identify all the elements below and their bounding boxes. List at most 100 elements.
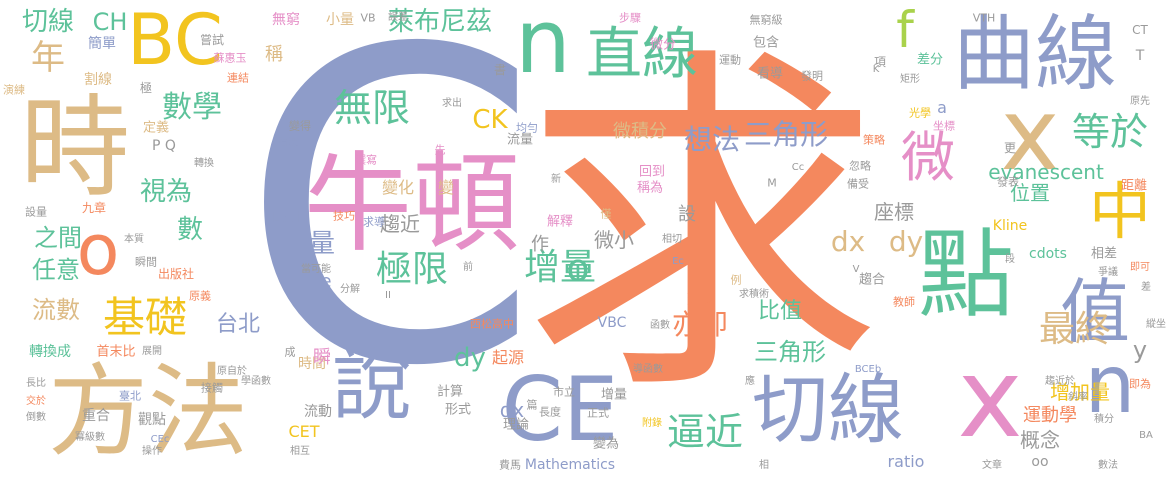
cloud-word: n	[1084, 338, 1136, 431]
cloud-word: 逼近	[666, 410, 744, 454]
cloud-word: 分解	[340, 284, 360, 295]
cloud-word: dy	[888, 225, 924, 258]
cloud-word: 牛頓	[303, 142, 521, 267]
cloud-word: 光學	[909, 106, 931, 120]
cloud-word: 之間	[34, 224, 82, 252]
cloud-word: f	[896, 1, 914, 59]
cloud-word: y	[1132, 336, 1148, 364]
cloud-word: 位置	[1010, 181, 1050, 205]
cloud-word: 基礎	[102, 293, 188, 342]
cloud-word: 稱	[265, 44, 283, 65]
cloud-word: 求出	[442, 98, 462, 109]
cloud-word: 中	[1088, 175, 1152, 248]
cloud-word: 更	[1003, 141, 1017, 155]
cloud-word: 相	[759, 460, 769, 471]
cloud-word: 想法	[683, 123, 741, 156]
cloud-word: 縱坐	[1146, 319, 1166, 330]
cloud-word: 瞬間	[135, 255, 157, 269]
cloud-word: P Q	[152, 138, 176, 154]
cloud-word: e	[320, 271, 332, 292]
cloud-word: 轉換成	[29, 344, 71, 360]
cloud-word: II	[385, 290, 391, 301]
cloud-word: 微小	[594, 228, 634, 252]
cloud-word: 極限	[375, 249, 449, 290]
cloud-word: 微分	[649, 37, 677, 53]
cloud-word: 即為	[1129, 377, 1151, 391]
cloud-word: 最終	[1038, 309, 1112, 350]
cloud-word: 流數	[32, 296, 80, 324]
cloud-word: VTH	[972, 11, 996, 25]
cloud-word: 包含	[752, 35, 780, 51]
cloud-word: 斜率	[1068, 392, 1088, 403]
cloud-word: 量	[308, 229, 336, 259]
cloud-word: CH	[92, 8, 128, 36]
cloud-word: 三角形	[743, 118, 829, 151]
cloud-word: 操作	[142, 446, 162, 457]
cloud-word: 發明	[801, 69, 823, 83]
cloud-word: 函數	[650, 320, 670, 331]
cloud-word: BCEb	[854, 364, 882, 375]
cloud-word: VBC	[597, 315, 627, 331]
cloud-word: BA	[1139, 430, 1153, 441]
cloud-word: x	[1000, 76, 1060, 193]
cloud-word: 三角形	[754, 338, 826, 366]
cloud-word: 曲線	[952, 7, 1118, 102]
cloud-word: 步驟	[619, 11, 641, 25]
cloud-word: 任意	[32, 256, 80, 284]
cloud-word: 例	[730, 273, 742, 287]
cloud-word: 正式	[587, 406, 609, 420]
cloud-word: 起源	[491, 348, 525, 367]
cloud-word: 備受	[847, 177, 869, 191]
cloud-word: 相互	[290, 446, 310, 457]
cloud-word: 坐標	[933, 119, 955, 133]
cloud-word: 附錄	[642, 418, 662, 429]
cloud-word: 原先	[1130, 96, 1150, 107]
cloud-word: 切線	[21, 7, 75, 37]
cloud-word: 變為	[592, 436, 620, 452]
cloud-word: 無限	[333, 86, 411, 130]
cloud-word: 書	[493, 63, 507, 77]
cloud-word: 前	[463, 262, 473, 273]
cloud-word: 學函數	[241, 376, 271, 387]
cloud-word: dx	[830, 225, 866, 258]
cloud-word: 文章	[982, 460, 1002, 471]
cloud-word: 出版社	[157, 267, 195, 281]
cloud-word: 等於	[1071, 110, 1149, 154]
cloud-word: 技巧	[333, 209, 355, 223]
cloud-word: CET	[288, 422, 320, 441]
cloud-word: 流量	[506, 132, 534, 148]
cloud-word: 市立	[553, 385, 575, 399]
cloud-word: 策略	[863, 133, 885, 147]
cloud-word: 流動	[304, 404, 332, 420]
cloud-word: 長比	[26, 378, 46, 389]
cloud-word: 長度	[539, 405, 561, 419]
cloud-word: T	[1135, 48, 1145, 64]
cloud-word: 直線	[586, 22, 698, 87]
cloud-word: 接觸	[201, 381, 223, 395]
cloud-word: 蘇惠玉	[213, 51, 247, 65]
cloud-word: 方法	[48, 353, 248, 470]
cloud-word: a	[937, 98, 947, 117]
cloud-word: 僅	[600, 207, 612, 221]
cloud-word: Cc	[791, 162, 805, 173]
cloud-word: 相切	[662, 234, 682, 245]
cloud-word: 倒數	[26, 412, 46, 423]
cloud-word: 看導	[756, 66, 784, 82]
cloud-word: 看過	[278, 138, 298, 149]
cloud-word: 瞬	[313, 347, 331, 368]
cloud-word: 當可能	[301, 264, 331, 275]
cloud-word: 視為	[139, 177, 193, 207]
cloud-word: 首末比	[96, 344, 136, 360]
cloud-word: 稱為	[636, 180, 664, 196]
cloud-word: 數	[176, 215, 204, 245]
cloud-word: 觀點	[138, 412, 166, 428]
cloud-word: 本質	[124, 234, 144, 245]
cloud-word: 相差	[1090, 246, 1118, 262]
cloud-word: 極	[139, 81, 153, 95]
cloud-word: 九章	[81, 201, 107, 215]
cloud-word: 概念	[1020, 428, 1060, 452]
cloud-word: dx	[499, 398, 525, 422]
cloud-word: 導函數	[633, 364, 663, 375]
cloud-word: C	[239, 0, 541, 460]
cloud-word: 萊布尼茲	[387, 7, 493, 37]
